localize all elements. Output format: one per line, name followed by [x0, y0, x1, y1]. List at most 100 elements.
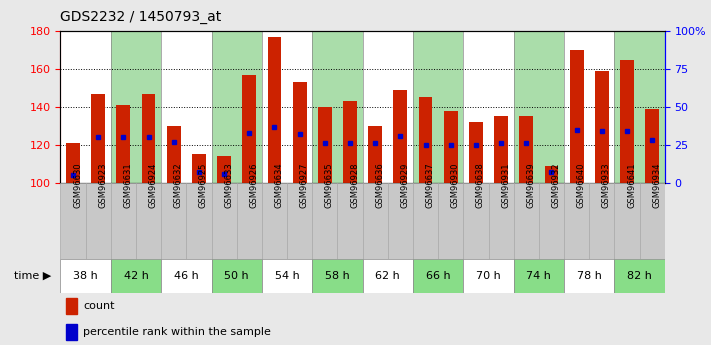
- Bar: [387, 183, 413, 259]
- Bar: [469, 122, 483, 183]
- Bar: [640, 183, 665, 259]
- Text: GSM96924: GSM96924: [149, 162, 158, 208]
- Text: 74 h: 74 h: [526, 271, 551, 281]
- Bar: [494, 117, 508, 183]
- Bar: [363, 183, 387, 259]
- Bar: [212, 31, 262, 183]
- Bar: [393, 90, 407, 183]
- Bar: [514, 183, 539, 259]
- Bar: [117, 105, 130, 183]
- Bar: [161, 259, 212, 293]
- Bar: [167, 126, 181, 183]
- Bar: [293, 82, 306, 183]
- Bar: [262, 31, 312, 183]
- Text: time ▶: time ▶: [14, 271, 51, 281]
- Bar: [212, 259, 262, 293]
- Bar: [368, 126, 382, 183]
- Text: GSM96933: GSM96933: [602, 162, 611, 208]
- Bar: [464, 31, 514, 183]
- Text: GSM96932: GSM96932: [552, 162, 560, 208]
- Text: GSM96633: GSM96633: [224, 162, 233, 208]
- Bar: [614, 31, 665, 183]
- Bar: [136, 183, 161, 259]
- Bar: [212, 183, 237, 259]
- Bar: [514, 259, 564, 293]
- Text: 78 h: 78 h: [577, 271, 602, 281]
- Bar: [161, 31, 212, 183]
- Bar: [413, 259, 464, 293]
- Bar: [287, 183, 312, 259]
- Text: 50 h: 50 h: [225, 271, 249, 281]
- Bar: [444, 111, 458, 183]
- Bar: [464, 259, 514, 293]
- Bar: [338, 183, 363, 259]
- Bar: [363, 31, 413, 183]
- Text: percentile rank within the sample: percentile rank within the sample: [83, 327, 272, 337]
- Text: GSM96635: GSM96635: [325, 162, 334, 208]
- Bar: [595, 71, 609, 183]
- Text: count: count: [83, 301, 115, 311]
- Bar: [419, 97, 432, 183]
- Text: GSM96636: GSM96636: [375, 162, 384, 208]
- Bar: [217, 156, 231, 183]
- Text: GSM96637: GSM96637: [426, 162, 434, 208]
- Bar: [60, 259, 111, 293]
- Bar: [141, 93, 156, 183]
- Bar: [363, 259, 413, 293]
- Text: GSM96923: GSM96923: [98, 162, 107, 208]
- Bar: [646, 109, 659, 183]
- Bar: [413, 31, 464, 183]
- Text: GDS2232 / 1450793_at: GDS2232 / 1450793_at: [60, 10, 222, 24]
- Bar: [564, 259, 614, 293]
- Bar: [312, 259, 363, 293]
- Text: 62 h: 62 h: [375, 271, 400, 281]
- Bar: [545, 166, 558, 183]
- Bar: [312, 31, 363, 183]
- Bar: [262, 183, 287, 259]
- Text: GSM96926: GSM96926: [250, 162, 258, 208]
- Bar: [192, 155, 206, 183]
- Text: GSM96925: GSM96925: [199, 162, 208, 208]
- Bar: [67, 298, 77, 314]
- Bar: [564, 31, 614, 183]
- Bar: [67, 324, 77, 340]
- Bar: [614, 259, 665, 293]
- Text: GSM96934: GSM96934: [652, 162, 661, 208]
- Bar: [267, 37, 282, 183]
- Bar: [111, 183, 136, 259]
- Bar: [564, 183, 589, 259]
- Text: 66 h: 66 h: [426, 271, 451, 281]
- Bar: [570, 50, 584, 183]
- Bar: [60, 183, 85, 259]
- Text: 82 h: 82 h: [627, 271, 652, 281]
- Text: 58 h: 58 h: [325, 271, 350, 281]
- Bar: [91, 93, 105, 183]
- Bar: [589, 183, 614, 259]
- Text: 70 h: 70 h: [476, 271, 501, 281]
- Text: 42 h: 42 h: [124, 271, 149, 281]
- Bar: [242, 75, 256, 183]
- Bar: [514, 31, 564, 183]
- Bar: [60, 31, 111, 183]
- Bar: [519, 117, 533, 183]
- Bar: [488, 183, 514, 259]
- Bar: [111, 31, 161, 183]
- Bar: [614, 183, 640, 259]
- Text: 38 h: 38 h: [73, 271, 98, 281]
- Text: GSM96927: GSM96927: [299, 162, 309, 208]
- Text: 54 h: 54 h: [274, 271, 299, 281]
- Bar: [343, 101, 357, 183]
- Bar: [620, 59, 634, 183]
- Bar: [161, 183, 186, 259]
- Text: GSM96631: GSM96631: [124, 162, 132, 208]
- Text: GSM96640: GSM96640: [577, 162, 586, 208]
- Bar: [186, 183, 212, 259]
- Text: GSM96630: GSM96630: [73, 162, 82, 208]
- Bar: [464, 183, 488, 259]
- Text: GSM96928: GSM96928: [350, 162, 359, 208]
- Text: GSM96929: GSM96929: [400, 162, 410, 208]
- Text: GSM96632: GSM96632: [173, 162, 183, 208]
- Text: GSM96641: GSM96641: [627, 162, 636, 208]
- Text: GSM96930: GSM96930: [451, 162, 460, 208]
- Bar: [237, 183, 262, 259]
